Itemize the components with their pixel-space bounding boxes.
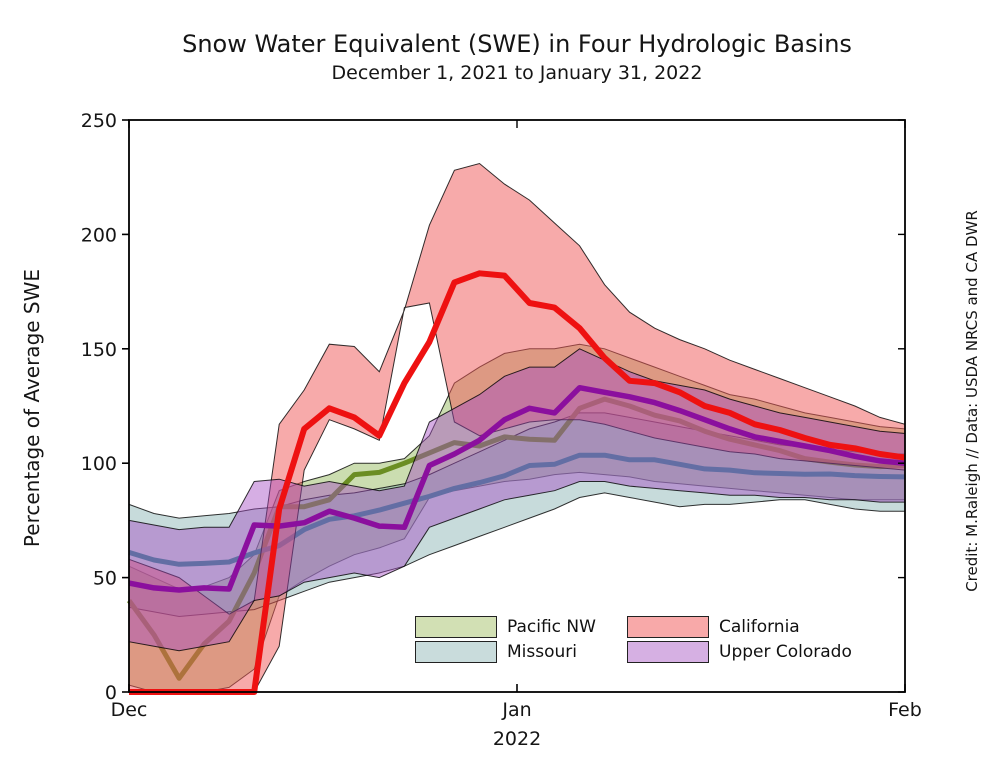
x-tick-label: Feb [888, 699, 922, 721]
y-tick-label: 0 [105, 682, 117, 704]
y-tick-label: 100 [81, 453, 117, 475]
y-tick-label: 200 [81, 224, 117, 246]
x-axis-year-label: 2022 [492, 728, 542, 750]
y-tick-label: 250 [81, 110, 117, 132]
legend-label-california: California [719, 617, 800, 637]
chart-title: Snow Water Equivalent (SWE) in Four Hydr… [182, 30, 852, 58]
california-median-line [129, 270, 906, 695]
legend-swatch-pacific-nw [415, 616, 497, 638]
legend-label-upper-colorado: Upper Colorado [719, 642, 852, 662]
legend-label-missouri: Missouri [507, 642, 577, 662]
x-tick-label: Jan [501, 699, 531, 721]
upper-colorado-median-line [128, 384, 906, 593]
y-tick-label: 50 [93, 568, 117, 590]
legend-swatch-missouri [415, 641, 497, 663]
x-tick-label: Dec [111, 699, 148, 721]
chart-subtitle: December 1, 2021 to January 31, 2022 [331, 62, 703, 84]
legend-swatch-upper-colorado [627, 641, 709, 663]
legend-swatch-california [627, 616, 709, 638]
legend-label-pacific-nw: Pacific NW [507, 617, 596, 637]
missouri-median-line [128, 452, 906, 567]
y-tick-label: 150 [81, 339, 117, 361]
